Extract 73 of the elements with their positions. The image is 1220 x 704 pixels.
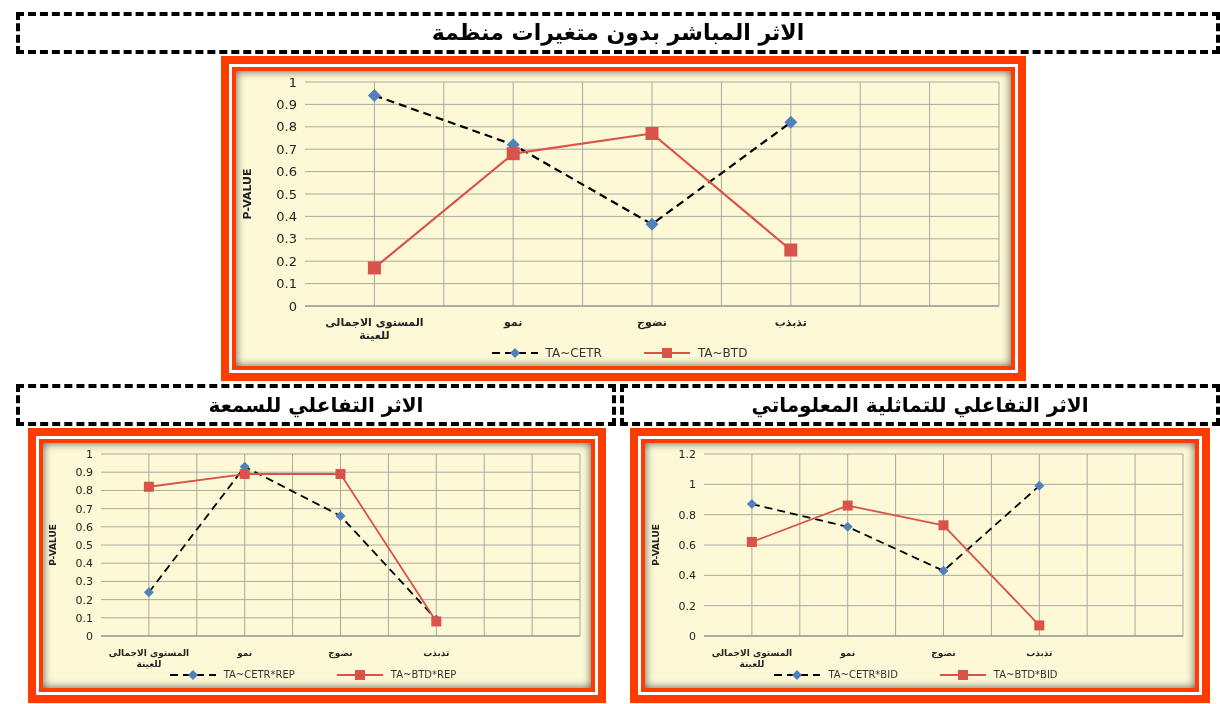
y-axis-title: P-VALUE: [240, 168, 254, 219]
chart-title: الاثر المباشر بدون متغيرات منظمة: [16, 12, 1220, 54]
y-tick-label: 0.2: [275, 253, 297, 269]
y-tick-label: 0.6: [678, 538, 696, 552]
x-tick-label: تذبذب: [774, 315, 807, 329]
y-tick-label: 0: [288, 298, 297, 314]
y-tick-label: 0.9: [275, 96, 297, 112]
y-tick-label: 0.4: [75, 556, 93, 570]
point: [335, 510, 345, 521]
point: [1033, 619, 1044, 630]
point: [335, 468, 345, 479]
y-tick-label: 0.1: [275, 275, 297, 291]
point: [938, 519, 948, 530]
y-tick-label: 0.2: [678, 599, 696, 613]
y-tick-label: 0.8: [75, 483, 93, 497]
y-tick-label: 0.6: [75, 520, 93, 534]
legend-label: TA~CETR: [545, 345, 602, 360]
y-tick-label: 0: [85, 629, 93, 643]
x-tick-label: المستوى الاجمالى للعينة: [711, 647, 792, 669]
x-tick-label: نمو: [502, 315, 522, 329]
x-tick-label: المستوى الاجمالى للعينة: [324, 315, 424, 342]
point: [506, 146, 520, 160]
y-tick-label: 1: [288, 74, 297, 90]
point: [239, 468, 250, 479]
point: [842, 500, 853, 511]
y-tick-label: 0.6: [275, 163, 297, 179]
x-tick-label: تذبذب: [422, 647, 449, 658]
chart-title: الاثر التفاعلي للسمعة: [16, 384, 616, 426]
y-tick-label: 1: [85, 447, 93, 461]
y-tick-label: 0: [688, 629, 696, 643]
y-tick-label: 0.1: [75, 611, 93, 625]
y-axis-title: P-VALUE: [47, 523, 58, 566]
legend-label: TA~CETR*REP: [223, 669, 295, 680]
point: [842, 521, 853, 532]
x-tick-label: نمو: [838, 647, 855, 659]
y-tick-label: 0.5: [275, 186, 297, 202]
y-tick-label: 0.7: [275, 141, 297, 157]
legend-label: TA~BTD*BID: [993, 669, 1058, 680]
x-tick-label: نمو: [235, 647, 252, 659]
point: [367, 88, 381, 102]
y-tick-label: 0.2: [75, 593, 93, 607]
point: [938, 565, 948, 576]
point: [746, 536, 757, 547]
point: [367, 260, 381, 274]
point: [783, 115, 797, 129]
x-tick-label: تذبذب: [1025, 647, 1052, 658]
y-tick-label: 0.9: [75, 465, 93, 479]
point: [645, 217, 658, 231]
y-tick-label: 0.3: [75, 574, 93, 588]
point: [143, 481, 154, 492]
y-tick-label: 0.5: [75, 538, 93, 552]
y-tick-label: 0.8: [275, 118, 297, 134]
y-tick-label: 1.2: [678, 447, 696, 461]
point: [1033, 480, 1044, 491]
legend-label: TA~BTD: [697, 345, 748, 360]
chart-title: الاثر التفاعلي للتماثلية المعلوماتي: [620, 384, 1220, 426]
y-tick-label: 0.4: [678, 568, 696, 582]
x-tick-label: نضوج: [636, 315, 667, 330]
y-tick-label: 0.3: [275, 230, 297, 246]
y-tick-label: 0.8: [678, 508, 696, 522]
point: [645, 126, 658, 140]
x-tick-label: المستوى الاجمالى للعينة: [108, 647, 189, 669]
x-tick-label: نضوج: [327, 647, 353, 659]
legend-label: TA~BTD*REP: [390, 669, 457, 680]
y-tick-label: 0.4: [275, 208, 297, 224]
x-tick-label: نضوج: [930, 647, 956, 659]
y-axis-title: P-VALUE: [650, 523, 661, 566]
legend-label: TA~CETR*BID: [828, 669, 898, 680]
point: [783, 243, 797, 256]
point: [746, 498, 757, 509]
point: [143, 586, 154, 597]
y-tick-label: 1: [688, 477, 696, 491]
y-tick-label: 0.7: [75, 502, 93, 516]
